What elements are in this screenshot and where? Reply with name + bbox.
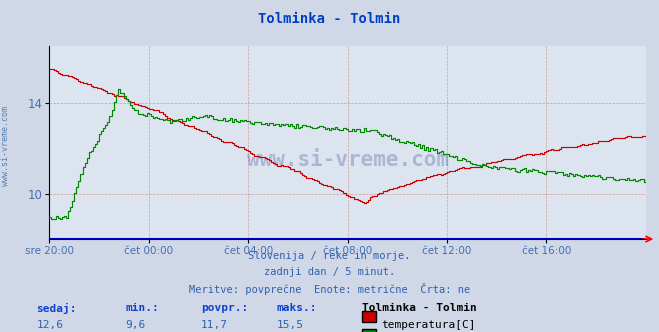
Text: povpr.:: povpr.: (201, 303, 248, 313)
Text: sedaj:: sedaj: (36, 303, 76, 314)
Text: Slovenija / reke in morje.: Slovenija / reke in morje. (248, 251, 411, 261)
Text: Tolminka - Tolmin: Tolminka - Tolmin (258, 12, 401, 26)
Text: Meritve: povprečne  Enote: metrične  Črta: ne: Meritve: povprečne Enote: metrične Črta:… (189, 283, 470, 294)
Text: www.si-vreme.com: www.si-vreme.com (1, 106, 10, 186)
Text: 9,6: 9,6 (125, 320, 146, 330)
Text: 15,5: 15,5 (277, 320, 304, 330)
Text: 11,7: 11,7 (201, 320, 228, 330)
Text: 12,6: 12,6 (36, 320, 63, 330)
Text: maks.:: maks.: (277, 303, 317, 313)
Text: temperatura[C]: temperatura[C] (381, 320, 475, 330)
Text: www.si-vreme.com: www.si-vreme.com (246, 150, 449, 170)
Text: min.:: min.: (125, 303, 159, 313)
Text: zadnji dan / 5 minut.: zadnji dan / 5 minut. (264, 267, 395, 277)
Text: Tolminka - Tolmin: Tolminka - Tolmin (362, 303, 477, 313)
